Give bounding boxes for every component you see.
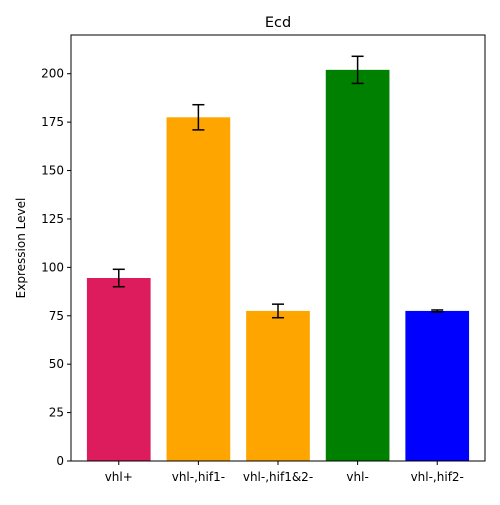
chart-title: Ecd [265, 15, 291, 31]
y-tick-label-2: 50 [49, 357, 64, 371]
bar-2 [246, 310, 310, 461]
bar-4 [405, 310, 470, 461]
x-tick-label-4: vhl-,hif2- [411, 470, 464, 484]
y-tick-label-8: 200 [41, 67, 64, 81]
y-tick-label-5: 125 [41, 212, 64, 226]
bar-0 [86, 278, 151, 461]
x-tick-label-3: vhl- [346, 470, 368, 484]
bar-1 [166, 117, 231, 462]
y-tick-label-7: 175 [41, 115, 64, 129]
bar-3 [325, 69, 390, 461]
y-tick-label-0: 0 [56, 454, 64, 468]
y-tick-label-4: 100 [41, 260, 64, 274]
x-tick-label-0: vhl+ [105, 470, 133, 484]
plot-area: 0 25 50 75 100 125 150 175 200 vhl+ vhl-,hif1- vhl-… [41, 34, 486, 484]
x-tick-label-2: vhl-,hif1&2- [243, 470, 313, 484]
y-tick-label-3: 75 [49, 309, 64, 323]
y-tick-label-1: 25 [49, 406, 64, 420]
y-axis-label: Expression Level [14, 198, 28, 299]
x-tick-label-1: vhl-,hif1- [172, 470, 225, 484]
y-tick-label-6: 150 [41, 164, 64, 178]
